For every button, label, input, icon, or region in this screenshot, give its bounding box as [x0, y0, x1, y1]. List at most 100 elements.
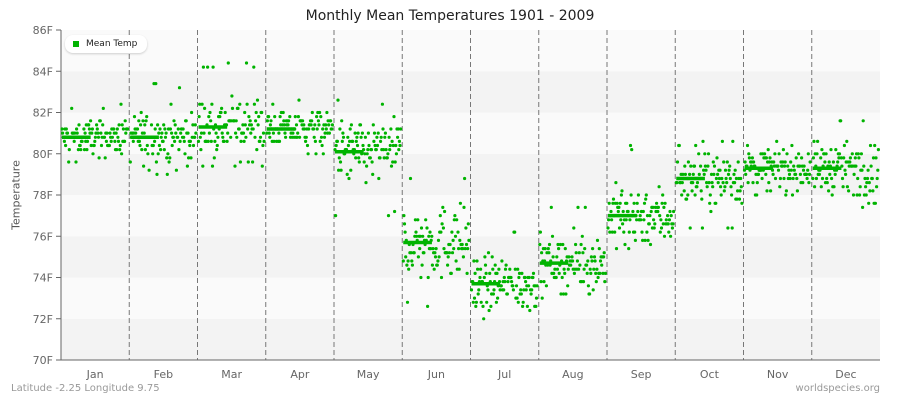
data-point — [273, 115, 277, 119]
data-point — [293, 115, 297, 119]
data-point — [362, 160, 366, 164]
data-point — [722, 189, 726, 193]
data-point — [778, 176, 783, 181]
data-point — [776, 168, 781, 172]
data-point — [430, 263, 434, 267]
data-point — [736, 189, 740, 193]
data-point — [154, 160, 158, 164]
data-point — [97, 156, 101, 160]
data-point — [534, 304, 538, 308]
data-point — [441, 205, 445, 209]
data-point — [312, 127, 316, 131]
data-point — [407, 242, 411, 247]
data-point — [101, 123, 105, 127]
data-point — [177, 148, 181, 152]
data-point — [683, 164, 687, 168]
data-point — [551, 255, 555, 259]
data-point — [557, 271, 561, 275]
data-point — [839, 119, 843, 123]
data-point — [380, 102, 384, 106]
data-point — [575, 259, 580, 263]
data-point — [540, 251, 544, 255]
data-point — [241, 123, 245, 127]
data-point — [131, 139, 135, 143]
data-point — [479, 300, 483, 304]
data-point — [592, 255, 597, 259]
data-point — [89, 119, 93, 123]
data-point — [247, 115, 251, 119]
data-point — [137, 139, 141, 143]
data-point — [496, 284, 500, 288]
data-point — [734, 176, 739, 181]
data-point — [522, 288, 526, 292]
data-point — [875, 176, 879, 181]
data-point — [356, 131, 360, 135]
data-point — [628, 218, 632, 222]
data-point — [433, 251, 437, 255]
data-point — [622, 230, 626, 234]
data-point — [563, 271, 567, 275]
data-point — [702, 168, 706, 172]
data-point — [528, 308, 532, 313]
data-point — [198, 102, 202, 106]
data-point — [816, 139, 820, 143]
data-point — [515, 296, 519, 300]
data-point — [276, 127, 280, 131]
data-point — [182, 139, 186, 143]
data-point — [815, 152, 819, 156]
data-point — [795, 176, 799, 181]
data-point — [668, 209, 672, 214]
data-point — [262, 139, 266, 143]
data-point — [387, 135, 391, 139]
data-point — [151, 152, 155, 156]
data-point — [782, 176, 786, 181]
data-point — [640, 230, 644, 234]
data-point — [354, 156, 358, 160]
data-point — [352, 148, 356, 152]
data-point — [494, 300, 498, 304]
data-point — [651, 205, 655, 209]
data-point — [850, 152, 854, 156]
data-point — [602, 255, 606, 259]
data-point — [691, 172, 695, 176]
data-point — [176, 135, 180, 139]
data-point — [794, 156, 798, 160]
data-point — [516, 300, 520, 304]
data-point — [792, 164, 796, 168]
data-point — [642, 201, 647, 205]
data-point — [652, 226, 656, 230]
data-point — [123, 139, 127, 143]
data-point — [95, 123, 99, 127]
data-point — [462, 205, 466, 209]
data-point — [697, 152, 701, 156]
data-point — [855, 193, 859, 197]
data-point — [304, 135, 308, 139]
data-point — [366, 148, 370, 152]
data-point — [402, 214, 406, 218]
data-point — [79, 148, 83, 152]
data-point — [421, 234, 425, 238]
data-point — [244, 135, 248, 139]
data-point — [669, 214, 673, 218]
data-point — [320, 143, 324, 148]
data-point — [821, 164, 825, 168]
data-point — [739, 185, 743, 189]
data-point — [137, 119, 141, 123]
data-point — [627, 230, 631, 234]
data-point — [251, 160, 255, 164]
x-tick-label: Sep — [631, 368, 652, 381]
data-point — [172, 119, 176, 123]
data-point — [525, 304, 530, 308]
data-point — [474, 304, 478, 308]
data-point — [498, 288, 502, 292]
legend-swatch-icon — [73, 41, 79, 47]
data-point — [143, 123, 147, 127]
data-point — [435, 263, 439, 267]
data-point — [514, 284, 519, 288]
data-point — [251, 127, 255, 131]
data-point — [612, 214, 616, 218]
data-point — [379, 139, 383, 143]
data-point — [735, 197, 739, 201]
data-point — [109, 139, 113, 143]
